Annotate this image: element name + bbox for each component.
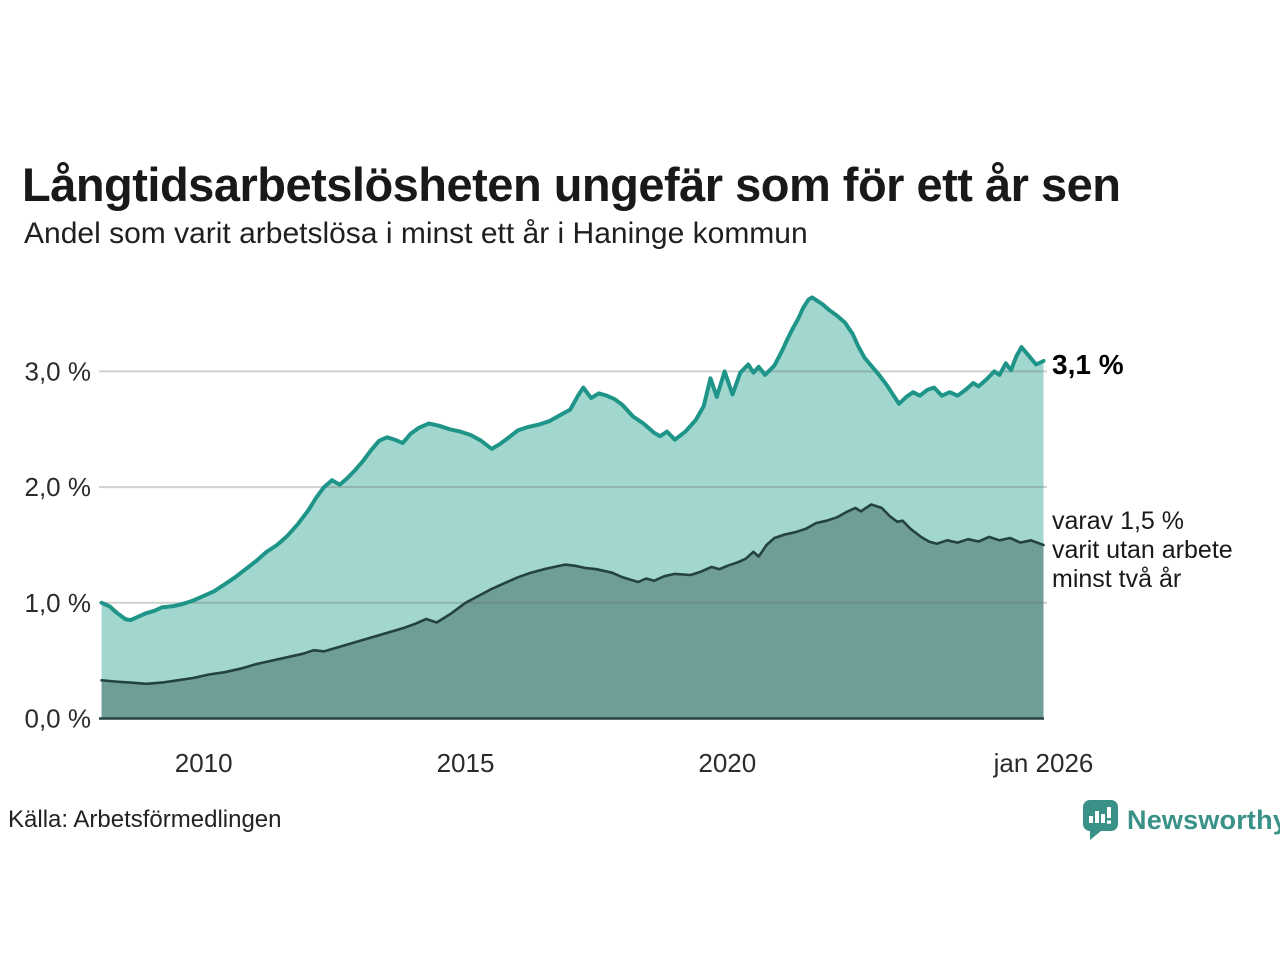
x-tick-label: 2010: [175, 748, 233, 778]
y-tick-label: 1,0 %: [25, 588, 92, 618]
x-tick-label: 2015: [437, 748, 495, 778]
logo-mini-bars: [1089, 807, 1111, 824]
source-note: Källa: Arbetsförmedlingen: [8, 806, 282, 833]
y-tick-label: 0,0 %: [25, 704, 92, 734]
subset-value-label: varav 1,5 % varit utan arbete minst två …: [1052, 507, 1233, 593]
series-line-0: [99, 295, 1046, 623]
series-area-1: [101, 504, 1044, 719]
y-tick-label: 2,0 %: [25, 472, 92, 502]
x-tick-label: 2020: [698, 748, 756, 778]
y-tick-label: 3,0 %: [25, 356, 92, 386]
series-line-1: [100, 503, 1045, 686]
page-title: Långtidsarbetslösheten ungefär som för e…: [22, 158, 1121, 212]
newsworthy-logo: Newsworthy: [1082, 798, 1280, 842]
x-tick-label: jan 2026: [993, 748, 1094, 778]
newsworthy-bubble-chart-icon: [1083, 800, 1118, 840]
chart-subtitle: Andel som varit arbetslösa i minst ett å…: [24, 217, 808, 250]
latest-value-label: 3,1 %: [1052, 349, 1124, 380]
newsworthy-wordmark: Newsworthy: [1127, 804, 1280, 835]
logo-bubble-shape: [1083, 800, 1118, 840]
